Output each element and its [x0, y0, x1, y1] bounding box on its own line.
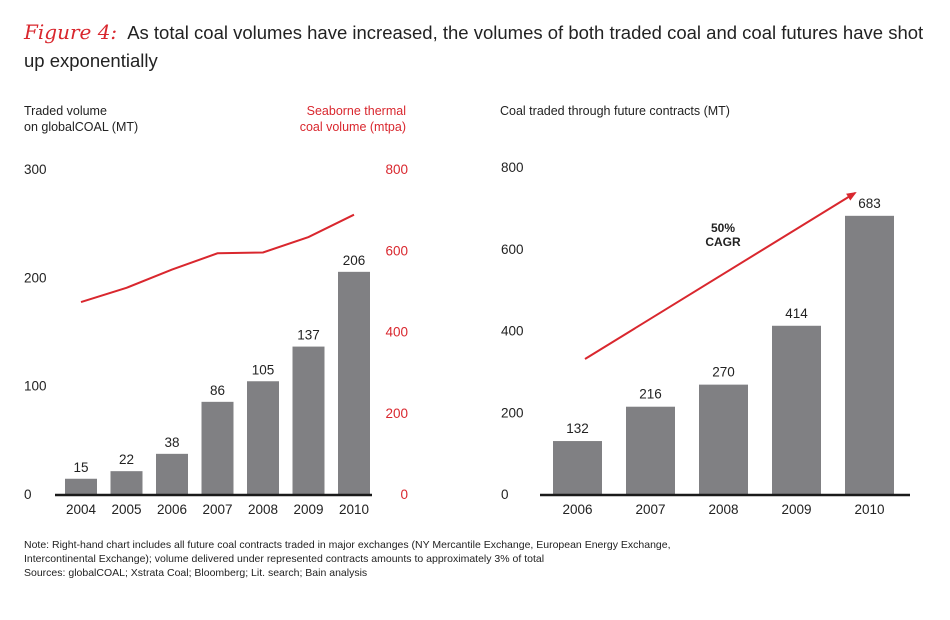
futures-bar-2007	[626, 407, 675, 495]
futures-bar-value-label-2006: 132	[566, 421, 589, 436]
note-line-1: Note: Right-hand chart includes all futu…	[24, 538, 924, 552]
futures-bar-2010	[845, 216, 894, 495]
futures-y-tick-800: 800	[501, 160, 524, 175]
bar-2009	[293, 347, 325, 495]
footnote: Note: Right-hand chart includes all futu…	[24, 538, 924, 580]
x-tick-2004: 2004	[66, 502, 97, 517]
bar-2006	[156, 454, 188, 495]
x-tick-2005: 2005	[111, 502, 141, 517]
x-tick-2009: 2009	[293, 502, 323, 517]
note-line-2: Intercontinental Exchange); volume deliv…	[24, 552, 924, 566]
bar-2007	[202, 402, 234, 495]
x-tick-2010: 2010	[339, 502, 369, 517]
bar-value-label-2008: 105	[252, 362, 275, 377]
bar-2005	[111, 471, 143, 495]
seaborne-volume-line	[81, 215, 354, 302]
x-tick-2007: 2007	[202, 502, 232, 517]
bar-2010	[338, 272, 370, 495]
right-y-tick-800: 800	[385, 162, 408, 177]
futures-bar-value-label-2009: 414	[785, 306, 808, 321]
futures-x-tick-2007: 2007	[635, 502, 665, 517]
cagr-label-line1: 50%	[711, 221, 735, 235]
bar-2008	[247, 381, 279, 495]
right-y-tick-200: 200	[385, 406, 408, 421]
right-y-tick-400: 400	[385, 325, 408, 340]
futures-bar-value-label-2008: 270	[712, 365, 735, 380]
futures-x-tick-2009: 2009	[781, 502, 811, 517]
futures-x-tick-2006: 2006	[562, 502, 592, 517]
sources-line: Sources: globalCOAL; Xstrata Coal; Bloom…	[24, 566, 924, 580]
right-y-tick-0: 0	[400, 487, 408, 502]
traded-volume-chart: 0 100 200 300 0 200 400 600 800 15 2004 22 2005 38 200…	[24, 162, 408, 517]
x-tick-2006: 2006	[157, 502, 187, 517]
left-y-tick-200: 200	[24, 270, 47, 285]
bar-value-label-2010: 206	[343, 253, 366, 268]
futures-bar-2008	[699, 385, 748, 495]
cagr-label-line2: CAGR	[705, 235, 741, 249]
futures-x-tick-2010: 2010	[854, 502, 884, 517]
futures-chart: 0 200 400 600 800 132 2006 216 2007 270 2008 414 200…	[501, 160, 910, 517]
futures-x-tick-2008: 2008	[708, 502, 738, 517]
bar-value-label-2004: 15	[73, 460, 88, 475]
right-y-tick-600: 600	[385, 243, 408, 258]
futures-y-tick-400: 400	[501, 324, 524, 339]
futures-bar-2006	[553, 441, 602, 495]
left-y-tick-100: 100	[24, 379, 47, 394]
bar-value-label-2007: 86	[210, 383, 225, 398]
futures-bar-value-label-2007: 216	[639, 387, 662, 402]
bar-value-label-2006: 38	[164, 435, 179, 450]
futures-y-tick-0: 0	[501, 487, 509, 502]
left-y-tick-300: 300	[24, 162, 47, 177]
futures-y-tick-200: 200	[501, 405, 524, 420]
futures-bar-value-label-2010: 683	[858, 196, 881, 211]
futures-y-tick-600: 600	[501, 242, 524, 257]
x-tick-2008: 2008	[248, 502, 278, 517]
bar-value-label-2005: 22	[119, 452, 134, 467]
charts-canvas: 0 100 200 300 0 200 400 600 800 15 2004 22 2005 38 200…	[0, 0, 950, 620]
futures-bar-2009	[772, 326, 821, 495]
left-y-tick-0: 0	[24, 487, 32, 502]
bar-value-label-2009: 137	[297, 328, 320, 343]
bar-2004	[65, 479, 97, 495]
